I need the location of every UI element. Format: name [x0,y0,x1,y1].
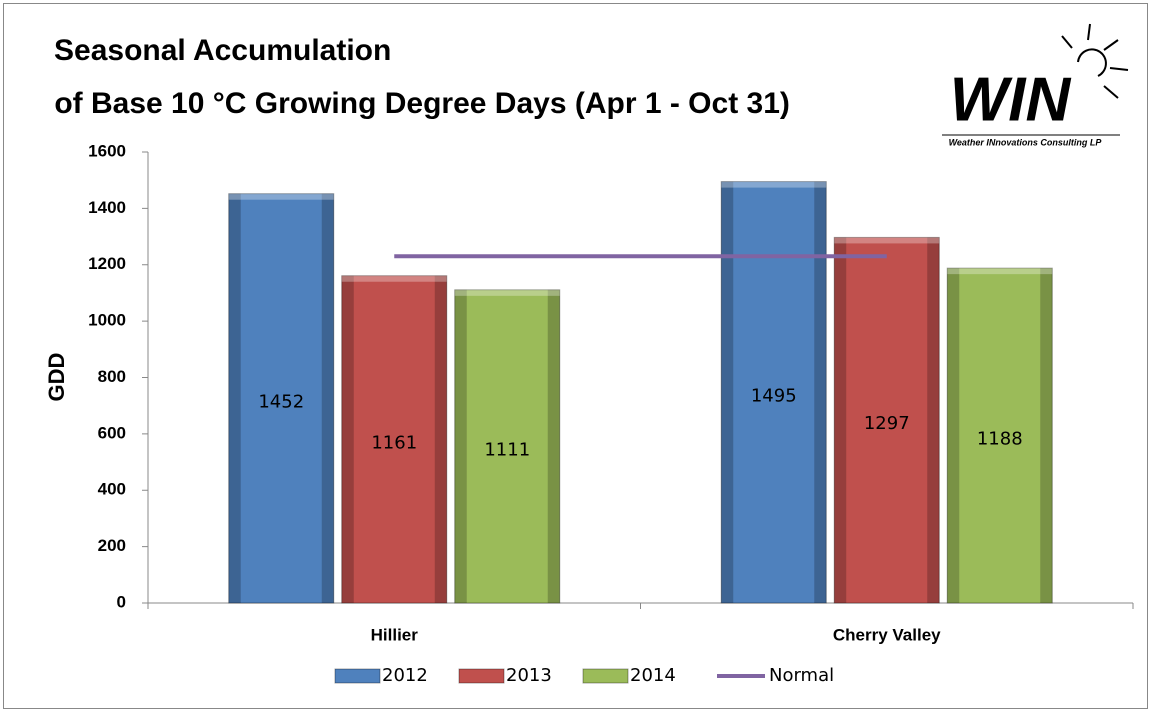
bar [341,275,448,604]
data-label: 1495 [751,385,797,406]
bar-shade-top [341,275,447,282]
bar [946,267,1053,604]
data-label: 1188 [977,429,1023,450]
logo-rays [1061,23,1129,99]
y-tick-label: 800 [98,367,126,386]
legend-swatch [334,668,381,684]
bar-shade-right [321,193,334,603]
data-label: 1297 [864,413,910,434]
bar-shade-right [927,237,940,603]
bar [833,236,940,604]
bar-body [720,181,827,604]
logo-sun [1077,48,1107,77]
data-label: 1111 [484,439,530,460]
bar-shade-left [341,275,354,603]
data-label: 1161 [371,432,417,453]
x-tick-label: Hillier [371,625,419,644]
y-axis-label: GDD [44,353,69,402]
bar-shade-left [947,268,960,603]
bar-body [228,193,335,604]
legend-swatch [582,668,629,684]
x-tick-label: Cherry Valley [833,625,941,644]
bar-shade-top [454,289,560,296]
bar-shade-top [721,181,827,188]
legend-label: Normal [769,665,834,686]
legend-label: 2014 [630,665,676,686]
logo-tagline: Weather INnovations Consulting LP [949,137,1103,147]
y-tick-label: 1200 [88,254,126,273]
bar-shade-right [434,275,447,603]
bar-body [946,267,1053,604]
logo-text: WIN [950,65,1072,134]
bar-shade-right [814,181,827,604]
data-label: 1452 [258,391,304,412]
bar-shade-left [834,237,847,603]
y-tick-label: 0 [117,592,126,611]
chart-title-line: of Base 10 °C Growing Degree Days (Apr 1… [46,87,790,120]
legend-label: 2013 [506,665,552,686]
legend-swatch [458,668,505,684]
bar-shade-left [721,181,734,604]
y-tick-label: 200 [98,536,126,555]
bar-shade-top [228,193,334,200]
y-tick-label: 600 [98,423,126,442]
bar [454,289,561,604]
chart-title-line: Seasonal Accumulation [54,34,391,67]
bar-shade-top [834,237,940,244]
bar-body [341,275,448,604]
y-tick-label: 1600 [88,141,126,160]
bar [720,181,827,604]
bar-body [833,236,940,604]
bar-shade-top [947,268,1053,275]
legend-label: 2012 [382,665,428,686]
bar [228,193,335,604]
bar-shade-left [228,193,241,603]
bar-shade-right [1040,268,1053,603]
bar-shade-left [454,289,467,603]
y-tick-label: 400 [98,480,126,499]
y-tick-label: 1400 [88,198,126,217]
bar-body [454,289,561,604]
bar-shade-right [547,289,560,603]
logo: WIN Weather INnovations Consulting LP [942,23,1129,147]
y-tick-label: 1000 [88,311,126,330]
